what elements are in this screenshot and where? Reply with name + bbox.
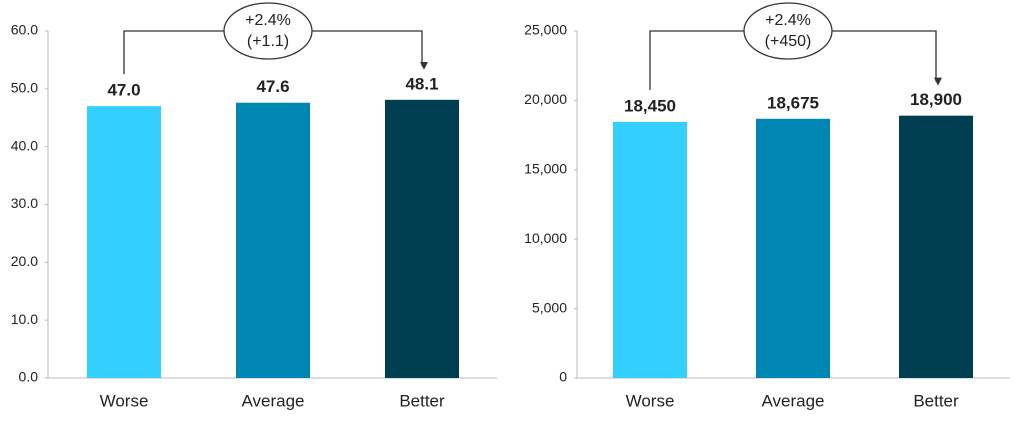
y-tick-label: 40.0 xyxy=(11,137,38,153)
y-tick-label: 20.0 xyxy=(11,253,38,269)
bar xyxy=(236,102,310,379)
y-tick-label: 15,000 xyxy=(524,161,567,177)
value-label: 18,900 xyxy=(910,90,962,109)
x-tick-label: Worse xyxy=(100,391,149,410)
y-tick-label: 0 xyxy=(559,369,567,385)
bar xyxy=(87,106,161,378)
y-tick-label: 10.0 xyxy=(11,311,38,327)
x-tick-label: Average xyxy=(241,391,304,410)
value-label: 18,675 xyxy=(767,93,819,112)
y-tick-label: 60.0 xyxy=(11,22,38,38)
x-tick-label: Average xyxy=(761,391,824,410)
x-tick-label: Better xyxy=(399,391,445,410)
bar xyxy=(385,99,459,379)
y-tick-label: 10,000 xyxy=(524,230,567,246)
bar xyxy=(756,118,830,378)
y-tick-label: 30.0 xyxy=(11,195,38,211)
x-tick-label: Better xyxy=(913,391,959,410)
value-label: 47.6 xyxy=(256,77,289,96)
y-tick-label: 0.0 xyxy=(19,369,39,385)
annotation-text: +2.4% xyxy=(245,12,291,29)
annotation-text: (+450) xyxy=(765,33,812,50)
annotation-bubble xyxy=(223,2,313,60)
y-tick-label: 50.0 xyxy=(11,80,38,96)
value-label: 48.1 xyxy=(405,74,438,93)
y-tick-label: 5,000 xyxy=(532,299,567,315)
annotation-text: (+1.1) xyxy=(247,33,289,50)
annotation-text: +2.4% xyxy=(765,12,811,29)
y-tick-label: 25,000 xyxy=(524,22,567,38)
annotation-bubble xyxy=(743,2,833,60)
x-tick-label: Worse xyxy=(626,391,675,410)
value-label: 18,450 xyxy=(624,96,676,115)
y-tick-label: 20,000 xyxy=(524,91,567,107)
value-label: 47.0 xyxy=(107,81,140,100)
bar xyxy=(899,115,973,378)
bar xyxy=(613,121,687,378)
